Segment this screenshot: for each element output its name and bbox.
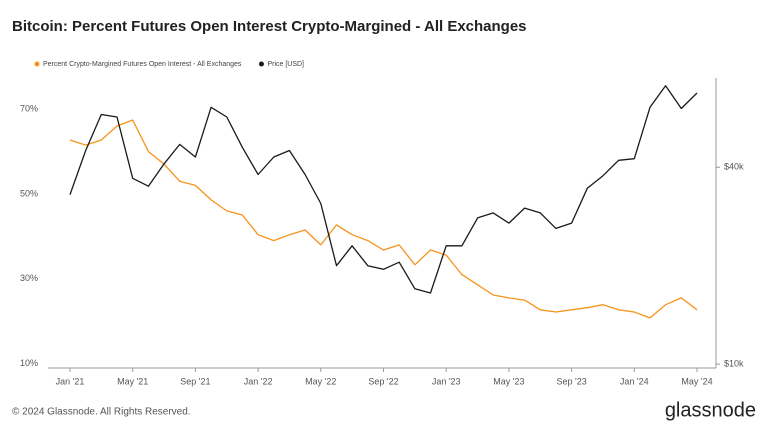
brand: glassnode: [665, 399, 756, 421]
y2-tick-label: $40k: [724, 162, 744, 172]
series-line: [69, 119, 698, 319]
legend-marker: [258, 61, 264, 67]
y-tick-label: 50%: [20, 188, 38, 198]
legend-label: Percent Crypto-Margined Futures Open Int…: [43, 61, 242, 68]
x-tick-label: Sep '22: [368, 376, 398, 386]
y2-tick-label: $10k: [724, 358, 744, 368]
y-tick-label: 30%: [20, 273, 38, 283]
x-tick-label: Jan '22: [244, 376, 273, 386]
y-tick-label: 10%: [20, 358, 38, 368]
legend-marker: [34, 61, 40, 67]
x-tick-label: May '24: [681, 376, 712, 386]
x-tick-label: May '22: [305, 376, 336, 386]
chart-title: Bitcoin: Percent Futures Open Interest C…: [12, 18, 527, 35]
x-tick-label: May '23: [493, 376, 524, 386]
x-tick-label: May '21: [117, 376, 148, 386]
x-tick-label: Sep '23: [556, 376, 586, 386]
legend-label: Price [USD]: [267, 61, 304, 68]
footer: © 2024 Glassnode. All Rights Reserved.: [12, 407, 191, 418]
x-tick-label: Jan '21: [56, 376, 85, 386]
series-line: [69, 85, 698, 294]
x-tick-label: Sep '21: [180, 376, 210, 386]
x-tick-label: Jan '24: [620, 376, 649, 386]
x-tick-label: Jan '23: [432, 376, 461, 386]
y-tick-label: 70%: [20, 103, 38, 113]
